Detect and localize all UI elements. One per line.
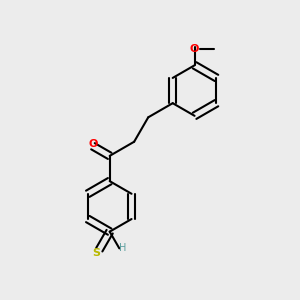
Text: H: H <box>119 243 127 254</box>
Text: O: O <box>88 139 98 149</box>
Text: O: O <box>190 44 199 54</box>
Text: S: S <box>92 248 100 258</box>
